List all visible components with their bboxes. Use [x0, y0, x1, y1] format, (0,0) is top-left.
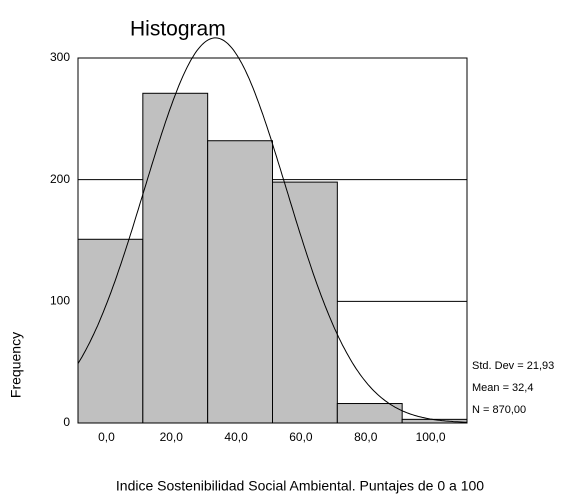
- normal-curve: [77, 37, 468, 423]
- x-tick-label: 80,0: [354, 430, 378, 444]
- bar: [142, 92, 209, 424]
- x-tick-label: 20,0: [160, 430, 184, 444]
- x-axis-title: Indice Sostenibilidad Social Ambiental. …: [116, 478, 484, 494]
- x-tick-label: 100,0: [416, 430, 446, 444]
- bar: [272, 181, 338, 424]
- x-tick-label: 0,0: [98, 430, 115, 444]
- y-tick-label: 0: [63, 415, 70, 429]
- bar: [207, 140, 274, 424]
- y-tick-label: 300: [50, 50, 70, 64]
- bar: [77, 238, 144, 424]
- y-tick-label: 200: [50, 172, 70, 186]
- stat-label: Mean = 32,4: [472, 382, 533, 394]
- bar: [336, 403, 403, 424]
- y-axis-title: Frequency: [8, 332, 24, 398]
- chart-title: Histogram: [130, 18, 226, 41]
- x-tick-label: 60,0: [289, 430, 313, 444]
- y-tick-label: 100: [50, 294, 70, 308]
- stat-label: N = 870,00: [472, 404, 526, 416]
- stat-label: Std. Dev = 21,93: [472, 360, 554, 372]
- x-tick-label: 40,0: [224, 430, 248, 444]
